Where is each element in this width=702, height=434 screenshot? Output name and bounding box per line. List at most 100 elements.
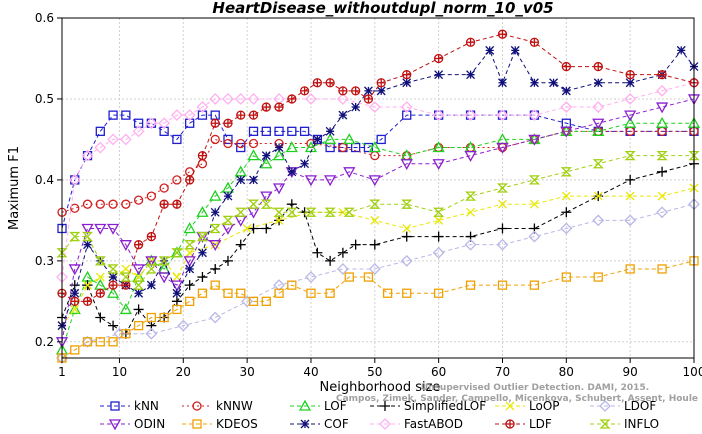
- data-point-ldof: [305, 271, 317, 283]
- data-point-inflo: [560, 167, 572, 177]
- legend-label-loop: LoOP: [529, 399, 560, 413]
- data-point-loop: [561, 191, 571, 201]
- data-point-inflo: [107, 264, 119, 274]
- data-point-inflo: [171, 248, 183, 258]
- data-point-lof: [655, 116, 669, 128]
- data-point-knnw: [159, 183, 169, 193]
- data-point-ldof: [177, 319, 190, 332]
- data-point-kdeos: [95, 337, 105, 347]
- data-point-odin: [496, 142, 509, 154]
- data-point-odin: [106, 223, 120, 235]
- data-point-fastabod: [305, 93, 317, 105]
- data-point-ldof: [273, 279, 285, 292]
- series-ldf: [57, 29, 699, 306]
- legend-label-kdeos: KDEOS: [216, 417, 258, 431]
- data-point-knnw: [121, 199, 131, 209]
- data-point-fastabod: [183, 109, 196, 122]
- series-inflo: [56, 150, 700, 290]
- data-point-knn: [299, 126, 310, 136]
- legend-item-fastabod: FastABOD: [370, 417, 463, 431]
- data-point-lof: [368, 141, 381, 153]
- data-point-fastabod: [94, 141, 107, 154]
- data-point-knnw: [172, 175, 182, 185]
- data-point-simplifiedlof: [235, 239, 246, 250]
- data-point-ldf: [299, 86, 310, 96]
- data-point-ldf: [363, 94, 374, 104]
- data-point-ldf: [133, 240, 144, 250]
- data-point-fastabod: [68, 173, 81, 186]
- data-point-knnw: [133, 195, 144, 205]
- x-tick-label: 70: [495, 365, 510, 379]
- data-point-ldof: [496, 238, 509, 251]
- data-point-odin: [119, 240, 132, 252]
- data-point-simplifiedlof: [433, 231, 444, 242]
- data-point-loop: [402, 224, 412, 233]
- data-point-ldof: [400, 254, 413, 267]
- data-point-knn: [376, 134, 386, 145]
- data-point-fastabod: [132, 125, 145, 138]
- data-point-simplifiedlof: [625, 174, 636, 185]
- legend-marker-ldof: [599, 400, 611, 412]
- data-point-cof: [70, 288, 80, 298]
- data-point-loop: [70, 304, 80, 314]
- legend-label-ldf: LDF: [529, 417, 552, 431]
- data-point-kdeos: [561, 272, 571, 282]
- data-point-knnw: [185, 167, 195, 177]
- y-tick-label: 0.4: [35, 173, 54, 187]
- legend-item-odin: ODIN: [100, 417, 165, 431]
- data-point-fastabod: [222, 93, 234, 105]
- data-point-odin: [94, 223, 107, 235]
- data-point-fastabod: [464, 109, 477, 122]
- legend-label-odin: ODIN: [134, 417, 165, 431]
- series-line-lof: [61, 122, 694, 351]
- data-point-inflo: [464, 191, 477, 201]
- data-point-ldf: [274, 102, 284, 112]
- data-point-kdeos: [529, 280, 540, 290]
- data-point-ldf: [108, 280, 118, 290]
- data-point-cof: [325, 126, 335, 136]
- data-point-cof: [561, 86, 571, 96]
- data-point-fastabod: [170, 109, 183, 122]
- data-point-knnw: [236, 138, 246, 149]
- data-point-cof: [510, 45, 520, 55]
- data-point-simplifiedlof: [184, 280, 195, 291]
- data-point-kdeos: [625, 264, 635, 274]
- data-point-ldf: [433, 53, 444, 64]
- data-point-lof: [221, 181, 235, 193]
- data-point-inflo: [94, 256, 106, 266]
- data-point-loop: [593, 191, 603, 201]
- data-point-inflo: [286, 207, 298, 217]
- data-point-kdeos: [261, 296, 271, 306]
- data-point-ldf: [312, 78, 323, 88]
- data-point-odin: [247, 207, 260, 219]
- data-point-cof: [676, 45, 686, 55]
- data-point-ldof: [592, 214, 605, 227]
- data-point-lof: [285, 141, 298, 153]
- data-point-lof: [624, 116, 637, 128]
- x-tick-label: 100: [683, 365, 702, 379]
- data-point-ldof: [336, 263, 349, 275]
- data-point-loop: [95, 272, 105, 282]
- data-point-cof: [287, 167, 297, 177]
- data-point-ldf: [529, 37, 540, 47]
- data-point-cof: [363, 86, 373, 96]
- data-point-kdeos: [274, 288, 284, 298]
- data-point-knn: [248, 126, 259, 136]
- data-point-inflo: [656, 150, 668, 161]
- data-point-loop: [134, 272, 144, 282]
- data-point-odin: [304, 175, 318, 187]
- series-ldof: [56, 198, 700, 364]
- data-point-fastabod: [158, 117, 171, 130]
- x-tick-label: 80: [559, 365, 574, 379]
- data-point-cof: [338, 110, 348, 120]
- x-tick-label: 20: [176, 365, 191, 379]
- data-point-kdeos: [172, 304, 182, 315]
- data-point-ldof: [624, 214, 637, 227]
- data-point-cof: [83, 240, 92, 250]
- data-point-cof: [108, 272, 118, 282]
- series-simplifiedlof: [57, 158, 699, 339]
- data-point-loop: [83, 280, 92, 290]
- y-tick-label: 0.2: [35, 335, 54, 349]
- legend-marker-lof: [298, 399, 312, 411]
